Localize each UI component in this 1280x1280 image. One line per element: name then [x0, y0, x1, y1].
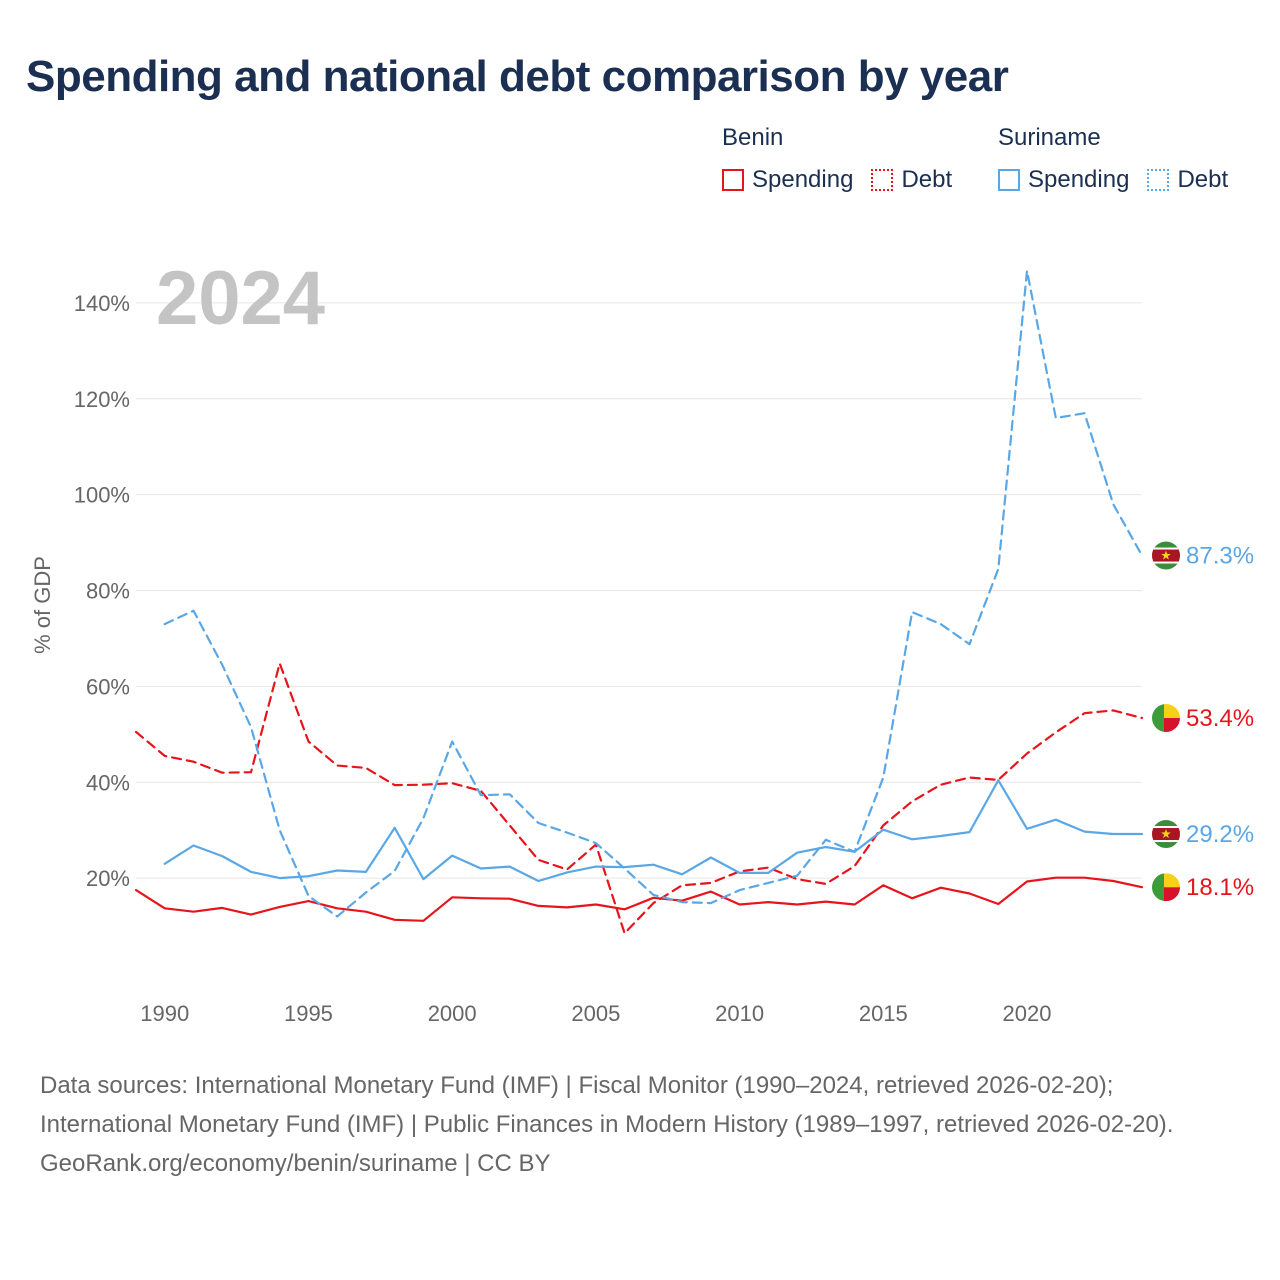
x-tick-label: 2020 [1003, 1001, 1052, 1026]
y-tick-label: 80% [86, 579, 130, 604]
end-value-label: 87.3% [1186, 543, 1254, 570]
series-line-suriname-spending [163, 779, 1144, 883]
legend-group-suriname: Suriname Spending Debt [998, 124, 1246, 194]
credit-link[interactable]: GeoRank.org/economy/benin/suriname | CC … [40, 1150, 551, 1177]
legend-label-suriname-debt: Debt [1177, 166, 1229, 193]
series-line-benin-spending [134, 876, 1144, 922]
y-axis-label: % of GDP [30, 556, 55, 654]
legend-title-benin: Benin [722, 124, 784, 151]
x-tick-label: 2015 [859, 1001, 908, 1026]
legend-benin-spending[interactable]: Spending [722, 166, 853, 194]
y-tick-label: 100% [74, 483, 130, 508]
legend-label-suriname-spending: Spending [1028, 166, 1130, 193]
legend-benin-debt[interactable]: Debt [871, 166, 952, 194]
end-value-label: 29.2% [1186, 821, 1254, 848]
legend-swatch-suriname-spending [998, 169, 1020, 191]
legend-group-benin: Benin Spending Debt [722, 124, 970, 194]
line-chart: 20% 40% 60% 80% 100% 120% 140% 1990 1995 2000 2005… [30, 256, 1254, 1026]
year-watermark: 2024 [156, 256, 325, 341]
x-tick-label: 2000 [428, 1001, 477, 1026]
end-value-label: 53.4% [1186, 705, 1254, 732]
suriname-flag-icon [1152, 541, 1180, 570]
x-tick-label: 1990 [140, 1001, 189, 1026]
y-tick-label: 60% [86, 674, 130, 699]
y-tick-label: 120% [74, 387, 130, 412]
x-tick-label: 1995 [284, 1001, 333, 1026]
footer: Data sources: International Monetary Fun… [40, 1066, 1240, 1183]
series-line-suriname-debt [163, 269, 1144, 918]
y-tick-label: 40% [86, 770, 130, 795]
x-tick-label: 2005 [571, 1001, 620, 1026]
legend-swatch-benin-spending [722, 169, 744, 191]
end-value-label: 18.1% [1186, 874, 1254, 901]
legend-swatch-benin-debt [871, 169, 894, 191]
legend-swatch-suriname-debt [1147, 169, 1170, 191]
legend-label-benin-spending: Spending [752, 166, 854, 193]
legend-suriname-spending[interactable]: Spending [998, 166, 1129, 194]
x-tick-label: 2010 [715, 1001, 764, 1026]
data-sources: Data sources: International Monetary Fun… [40, 1072, 1174, 1138]
y-tick-label: 140% [74, 291, 130, 316]
y-tick-label: 20% [86, 866, 130, 891]
series-line-benin-debt [134, 662, 1144, 935]
suriname-flag-icon [1152, 820, 1180, 849]
legend-label-benin-debt: Debt [901, 166, 953, 193]
chart-title: Spending and national debt comparison by… [26, 52, 1009, 101]
legend-title-suriname: Suriname [998, 124, 1101, 151]
legend-suriname-debt[interactable]: Debt [1147, 166, 1228, 194]
